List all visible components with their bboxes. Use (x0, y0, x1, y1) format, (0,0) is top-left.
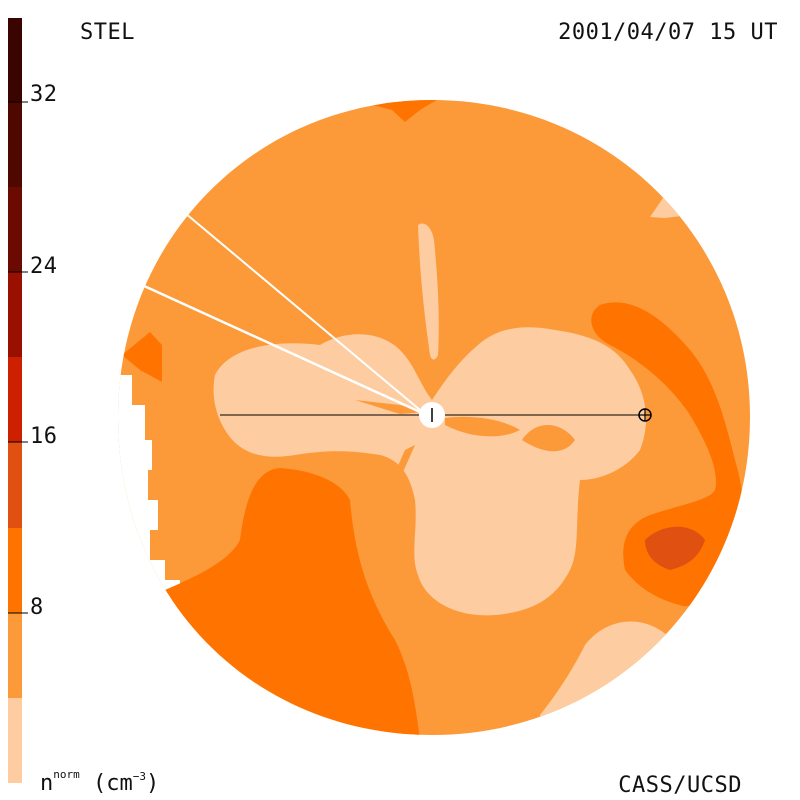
map-streak-east-1 (445, 416, 520, 437)
map-streamer-north (418, 223, 439, 360)
unit-base: n (40, 771, 54, 796)
credit-label: CASS/UCSD (618, 773, 742, 798)
scale-band-4 (8, 272, 22, 357)
map-patch-right-core (645, 526, 705, 570)
map-streak-west (355, 400, 425, 414)
scale-tick-label-16: 16 (30, 424, 58, 449)
scale-band-5 (8, 357, 22, 442)
unit-paren-close: ) (145, 771, 160, 796)
map-streak-south (385, 445, 415, 495)
scale-band-1 (8, 18, 22, 102)
unit-label: nnorm (cm−3) (40, 768, 159, 796)
scale-band-9 (8, 698, 22, 783)
scale-band-3 (8, 187, 22, 272)
scale-band-6 (8, 442, 22, 528)
unit-superscript: norm (53, 768, 80, 781)
map-patch-left (122, 332, 162, 382)
scale-tick-label-32: 32 (30, 82, 58, 107)
scale-tick-label-24: 24 (30, 254, 58, 279)
map-ray-1 (184, 212, 421, 411)
scale-tick-label-8: 8 (30, 595, 44, 620)
datetime-label: 2001/04/07 15 UT (558, 20, 778, 45)
unit-exponent: −3 (132, 770, 146, 783)
earth-marker (638, 408, 652, 422)
map-streak-east-2 (522, 425, 575, 452)
unit-paren-open: (cm (79, 771, 133, 796)
scale-band-7 (8, 528, 22, 613)
scale-band-2 (8, 102, 22, 187)
map-ray-2 (141, 283, 421, 414)
map-region-right-arc (591, 302, 744, 607)
map-patch-top (365, 100, 440, 122)
instrument-label: STEL (80, 20, 135, 45)
scale-band-8 (8, 613, 22, 698)
map-central-cloud (213, 327, 646, 616)
